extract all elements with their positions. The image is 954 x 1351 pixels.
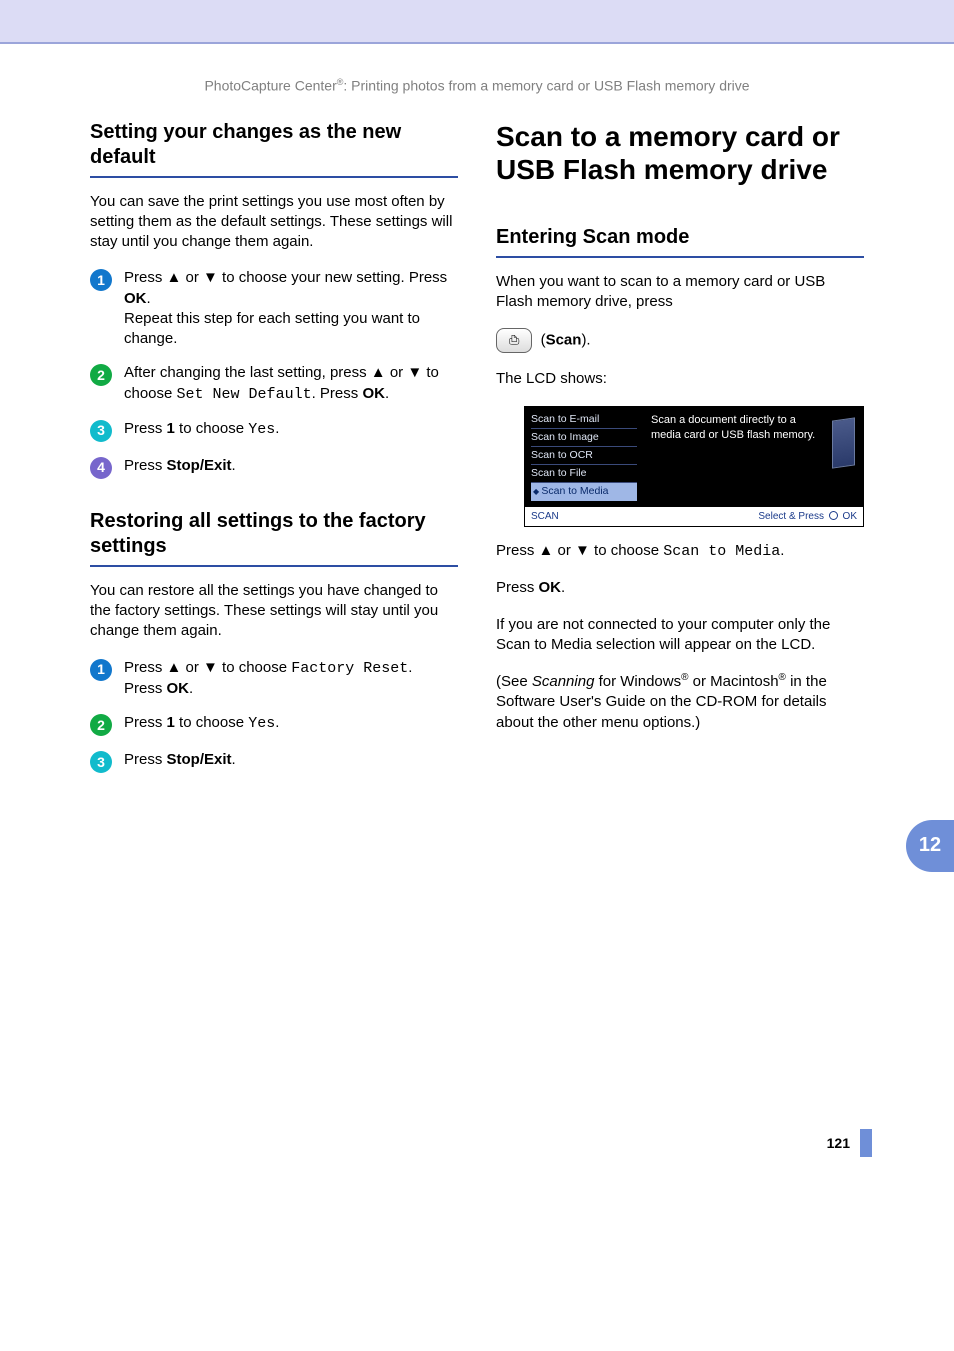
- step-body: After changing the last setting, press ▲…: [124, 363, 458, 405]
- lcd-description: Scan a document directly to a media card…: [651, 413, 822, 443]
- scan-mode-intro: When you want to scan to a memory card o…: [496, 272, 864, 313]
- step-bullet: 1: [90, 269, 112, 291]
- chapter-heading: Scan to a memory card or USB Flash memor…: [496, 120, 864, 197]
- section-title-factory-reset: Restoring all settings to the factory se…: [90, 509, 458, 567]
- step-bullet: 2: [90, 714, 112, 736]
- step: 3 Press 1 to choose Yes.: [90, 419, 458, 442]
- scan-reference: (See Scanning for Windows® or Macintosh®…: [496, 671, 864, 733]
- step-body: Press Stop/Exit.: [124, 750, 458, 770]
- press-ok: Press OK.: [496, 578, 864, 598]
- running-head-suffix: : Printing photos from a memory card or …: [343, 78, 749, 94]
- scan-icon: ⎙: [509, 331, 519, 349]
- scan-button-line: ⎙ (Scan).: [496, 328, 864, 353]
- step-body: Press 1 to choose Yes.: [124, 419, 458, 440]
- lcd-footer-left: SCAN: [531, 510, 559, 524]
- left-column: Setting your changes as the new default …: [90, 120, 458, 788]
- right-column: Scan to a memory card or USB Flash memor…: [496, 120, 864, 788]
- ok-dot-icon: [829, 511, 838, 520]
- lcd-menu-item: Scan to Media: [531, 483, 637, 500]
- page-number: 121: [827, 1134, 850, 1153]
- step-bullet: 3: [90, 751, 112, 773]
- step-body: Press Stop/Exit.: [124, 456, 458, 476]
- chapter-number: 12: [919, 832, 941, 859]
- step-bullet: 2: [90, 364, 112, 386]
- factory-reset-steps: 1 Press ▲ or ▼ to choose Factory Reset.Pr…: [90, 658, 458, 774]
- step: 2 After changing the last setting, press …: [90, 363, 458, 405]
- step-body: Press 1 to choose Yes.: [124, 713, 458, 734]
- lcd-shows-label: The LCD shows:: [496, 369, 864, 389]
- lcd-media-card-icon: [832, 417, 855, 468]
- section-title-set-default: Setting your changes as the new default: [90, 120, 458, 178]
- step: 2 Press 1 to choose Yes.: [90, 713, 458, 736]
- step: 3 Press Stop/Exit.: [90, 750, 458, 773]
- lcd-menu-list: Scan to E-mailScan to ImageScan to OCRSc…: [525, 407, 643, 507]
- running-head-prefix: PhotoCapture Center: [204, 78, 336, 94]
- set-default-intro: You can save the print settings you use …: [90, 192, 458, 253]
- section-title-scan-mode: Entering Scan mode: [496, 225, 864, 258]
- step-bullet: 4: [90, 457, 112, 479]
- step: 1 Press ▲ or ▼ to choose your new setting…: [90, 268, 458, 349]
- page-footer: 121: [0, 1117, 954, 1177]
- set-default-steps: 1 Press ▲ or ▼ to choose your new setting…: [90, 268, 458, 479]
- scan-label: Scan: [546, 332, 582, 349]
- lcd-menu-item: Scan to E-mail: [531, 411, 637, 429]
- step-bullet: 3: [90, 420, 112, 442]
- factory-reset-intro: You can restore all the settings you hav…: [90, 581, 458, 642]
- step-body: Press ▲ or ▼ to choose Factory Reset.Pre…: [124, 658, 458, 700]
- running-head: PhotoCapture Center®: Printing photos fr…: [0, 44, 954, 120]
- page-header-band: [0, 0, 954, 44]
- chapter-tab: 12: [906, 820, 954, 872]
- scan-hardware-button: ⎙: [496, 328, 532, 353]
- step-body: Press ▲ or ▼ to choose your new setting.…: [124, 268, 458, 349]
- footer-accent-bar: [860, 1129, 872, 1157]
- choose-scan-to-media: Press ▲ or ▼ to choose Scan to Media.: [496, 541, 864, 562]
- lcd-menu-item: Scan to File: [531, 465, 637, 483]
- lcd-footer-right: Select & Press OK: [758, 510, 857, 524]
- scan-note: If you are not connected to your compute…: [496, 615, 864, 656]
- step: 4 Press Stop/Exit.: [90, 456, 458, 479]
- step: 1 Press ▲ or ▼ to choose Factory Reset.Pr…: [90, 658, 458, 700]
- lcd-illustration: Scan to E-mailScan to ImageScan to OCRSc…: [524, 406, 864, 527]
- lcd-menu-item: Scan to OCR: [531, 447, 637, 465]
- step-bullet: 1: [90, 659, 112, 681]
- lcd-menu-item: Scan to Image: [531, 429, 637, 447]
